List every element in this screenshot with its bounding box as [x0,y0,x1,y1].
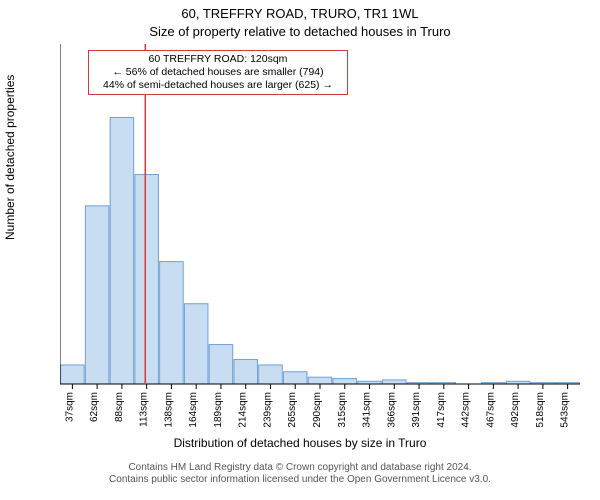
histogram-bar [383,380,407,384]
annotation-line: 60 TREFFRY ROAD: 120sqm [93,53,343,66]
x-tick-label: 164sqm [188,392,199,428]
histogram-bar [61,365,85,384]
histogram-bar [283,372,307,384]
x-tick-label: 518sqm [535,392,546,428]
footer-line: Contains HM Land Registry data © Crown c… [0,462,600,474]
annotation-line: ← 56% of detached houses are smaller (79… [93,66,343,79]
x-tick-label: 391sqm [411,392,422,428]
histogram-bar [160,262,184,384]
footer-line: Contains public sector information licen… [0,474,600,486]
histogram-bar [333,379,357,384]
x-tick-label: 113sqm [139,392,150,427]
annotation-box: 60 TREFFRY ROAD: 120sqm ← 56% of detache… [88,50,348,95]
histogram-bar [135,175,159,384]
chart-title-line1: 60, TREFFRY ROAD, TRURO, TR1 1WL [0,6,600,21]
histogram-bar [85,206,109,384]
x-tick-label: 341sqm [362,392,373,428]
x-tick-label: 543sqm [560,392,571,428]
histogram-plot: 05010015020025030035040045050037sqm62sqm… [60,44,580,444]
x-tick-label: 88sqm [114,392,125,422]
x-tick-label: 417sqm [436,392,447,428]
annotation-line: 44% of semi-detached houses are larger (… [93,79,343,92]
histogram-bar [184,304,208,384]
histogram-bar [234,360,258,384]
x-tick-label: 189sqm [213,392,224,428]
x-axis-label: Distribution of detached houses by size … [0,436,600,450]
y-axis-label: Number of detached properties [3,75,17,240]
x-tick-label: 239sqm [262,392,273,428]
x-tick-label: 467sqm [485,392,496,428]
x-tick-label: 442sqm [461,392,472,428]
histogram-bar [308,377,332,384]
chart-title-line2: Size of property relative to detached ho… [0,24,600,39]
histogram-bar [259,365,283,384]
x-tick-label: 492sqm [510,392,521,428]
x-tick-label: 62sqm [89,392,100,422]
x-tick-label: 290sqm [312,392,323,428]
x-tick-label: 265sqm [287,392,298,428]
x-tick-label: 214sqm [238,392,249,428]
footer-credits: Contains HM Land Registry data © Crown c… [0,462,600,486]
x-tick-label: 315sqm [337,392,348,428]
x-tick-label: 138sqm [163,392,174,428]
chart-container: 60, TREFFRY ROAD, TRURO, TR1 1WL Size of… [0,0,600,500]
histogram-bar [110,117,134,384]
x-tick-label: 37sqm [64,392,75,422]
histogram-bar [209,345,233,384]
x-tick-label: 366sqm [386,392,397,428]
